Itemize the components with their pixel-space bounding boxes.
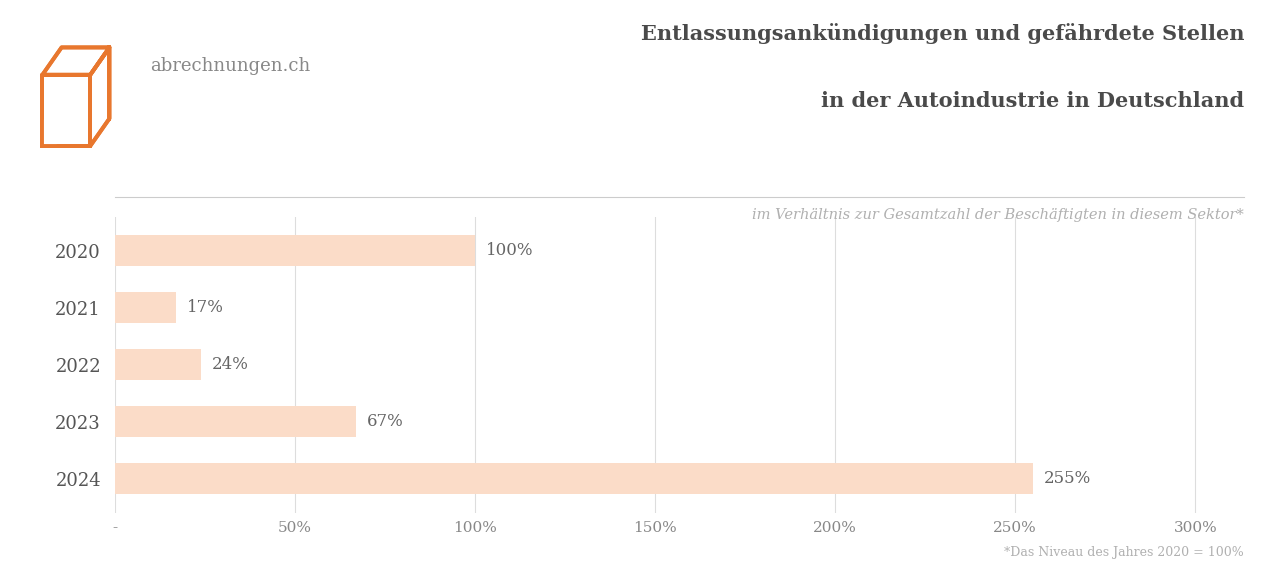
Text: 17%: 17% [186,299,223,316]
Text: abrechnungen.ch: abrechnungen.ch [151,57,311,75]
Text: 100%: 100% [486,242,533,259]
Text: im Verhältnis zur Gesamtzahl der Beschäftigten in diesem Sektor*: im Verhältnis zur Gesamtzahl der Beschäf… [753,208,1244,222]
Text: *Das Niveau des Jahres 2020 = 100%: *Das Niveau des Jahres 2020 = 100% [1004,545,1244,559]
Text: Entlassungsankündigungen und gefährdete Stellen: Entlassungsankündigungen und gefährdete … [641,23,1244,44]
Bar [115,292,176,323]
Bar [115,349,202,381]
Text: 255%: 255% [1044,470,1091,487]
Bar [115,235,475,266]
Text: 67%: 67% [367,413,403,430]
Polygon shape [42,119,56,146]
Bar [115,406,356,438]
Polygon shape [45,78,88,143]
Bar [115,463,1034,494]
Text: 24%: 24% [212,356,249,373]
Text: in der Autoindustrie in Deutschland: in der Autoindustrie in Deutschland [820,91,1244,111]
